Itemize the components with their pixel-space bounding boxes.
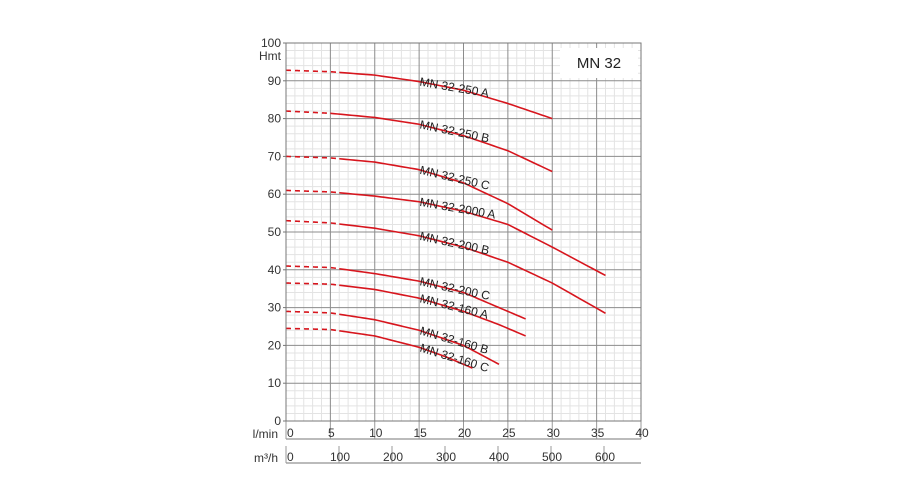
x-axis-label: l/min (253, 427, 278, 441)
x2-tick-label: 400 (489, 450, 509, 464)
y-tick-label: 30 (268, 301, 282, 315)
x-tick-label: 5 (328, 426, 335, 440)
model-label-box (560, 48, 638, 78)
x-tick-label: 25 (502, 426, 516, 440)
series-line (339, 267, 526, 320)
y-tick-label: 80 (268, 112, 282, 126)
y-tick-label: 100 (261, 36, 281, 50)
x-tick-label: 35 (591, 426, 605, 440)
x-tick-label: 15 (413, 426, 427, 440)
y-tick-label: 70 (268, 149, 282, 163)
x2-tick-label: 300 (436, 450, 456, 464)
plot-frame (285, 42, 642, 422)
x-tick-label: 30 (547, 426, 561, 440)
y-tick-label: 20 (268, 338, 282, 352)
x2-tick-label: 500 (542, 450, 562, 464)
y-tick-label: 40 (268, 263, 282, 277)
y-axis-label: Hmt (259, 49, 282, 63)
y-tick-label: 0 (274, 414, 281, 428)
x-axis-ticks: 0 5 10 15 20 25 30 35 40 (285, 421, 649, 440)
y-tick-label: 60 (268, 187, 282, 201)
x2-axis-label: m³/h (254, 451, 278, 465)
chart-title: MN 32 (577, 55, 621, 72)
x-tick-label: 10 (369, 426, 383, 440)
y-tick-label: 90 (268, 74, 282, 88)
major-grid (286, 43, 641, 421)
x-tick-label: 40 (635, 426, 649, 440)
series-line (339, 223, 606, 314)
x2-axis-ticks: 0 100 200 300 400 500 600 (285, 446, 641, 464)
series-label: MN 32-2000 A (419, 195, 497, 222)
series-line (339, 284, 526, 337)
series-line (339, 71, 553, 120)
series-line (339, 313, 500, 366)
series-line (339, 157, 553, 231)
series-line (339, 191, 606, 277)
y-tick-label: 10 (268, 376, 282, 390)
series-line (339, 330, 473, 369)
x2-tick-label: 600 (595, 450, 615, 464)
pump-curves (285, 69, 606, 369)
y-axis-ticks: 0 10 20 30 40 50 60 70 80 90 100 (261, 36, 286, 428)
x2-tick-label: 0 (287, 450, 294, 464)
x2-tick-label: 200 (383, 450, 403, 464)
y-tick-label: 50 (268, 225, 282, 239)
series-line-dashed (285, 110, 331, 115)
x-tick-label: 20 (458, 426, 472, 440)
series-line (330, 112, 553, 173)
x-tick-label: 0 (287, 426, 294, 440)
x2-tick-label: 100 (330, 450, 350, 464)
